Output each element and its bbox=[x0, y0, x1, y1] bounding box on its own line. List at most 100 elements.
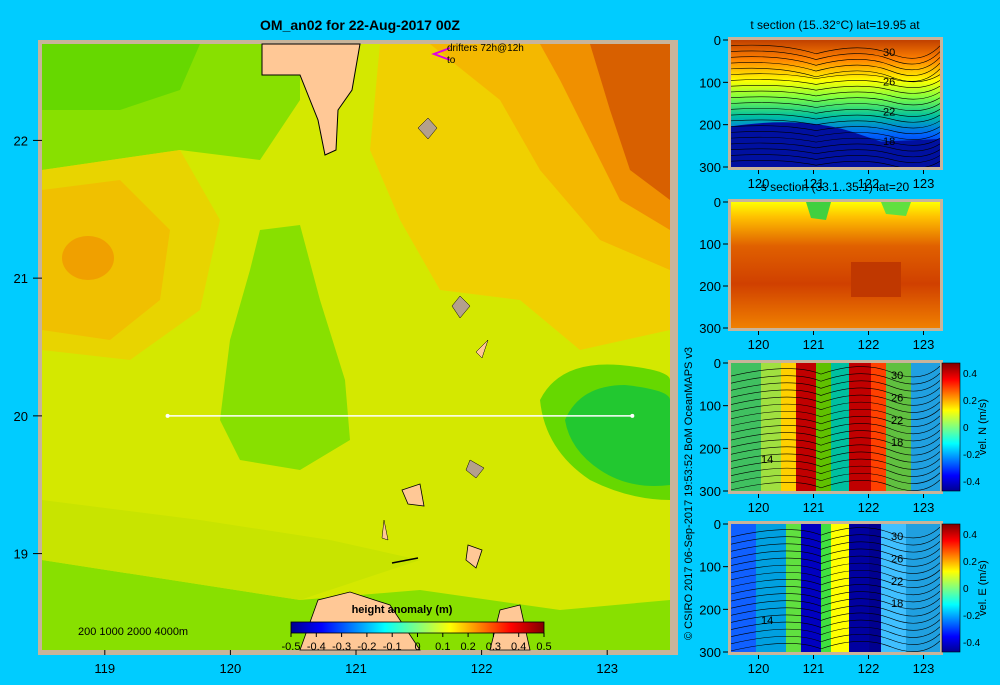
y-tick-label: 200 bbox=[699, 441, 721, 456]
main-map: OM_an02 for 22-Aug-2017 00Z bbox=[14, 17, 678, 676]
x-tick-label: 119 bbox=[94, 661, 115, 676]
contour-label: 18 bbox=[883, 136, 895, 148]
colorbar-tick-label: -0.1 bbox=[383, 641, 402, 653]
isotherm-contour bbox=[731, 96, 940, 106]
drifter-arrow-icon bbox=[431, 47, 451, 61]
colorbar-tick-label: -0.2 bbox=[963, 611, 981, 622]
island bbox=[417, 117, 438, 140]
x-tick-label: 121 bbox=[345, 661, 367, 676]
contour-label: 22 bbox=[891, 576, 903, 588]
height-colorbar-ticks: -0.5 -0.4 -0.3 -0.2 -0.1 0 0.1 0.2 0.3 0.4 0.5 bbox=[282, 633, 552, 653]
colorbar-tick-label: 0.5 bbox=[536, 641, 551, 653]
isotherm-contour bbox=[731, 569, 940, 581]
depth-legend: 200 1000 2000 4000m bbox=[78, 626, 188, 638]
y-tick-label: 0 bbox=[714, 356, 721, 371]
x-tick-label: 123 bbox=[913, 500, 935, 515]
x-tick-label: 122 bbox=[858, 500, 880, 515]
contour-label: 30 bbox=[891, 370, 903, 382]
y-tick-label: 300 bbox=[699, 484, 721, 499]
isotherm-contour bbox=[731, 451, 940, 463]
contour-label: 18 bbox=[891, 437, 903, 449]
section-panel-3: 30 26 22 18 14 120 121 122 123 0 100 200 300 0.4 0.2 0 -… bbox=[699, 356, 989, 515]
x-tick-label: 120 bbox=[748, 176, 770, 191]
velocity-colorbar bbox=[941, 362, 961, 492]
colorbar-tick-label: 0 bbox=[963, 423, 969, 434]
x-tick-label: 122 bbox=[858, 176, 880, 191]
colorbar-label: height anomaly (m) bbox=[352, 604, 453, 616]
colorbar-tick-label: 0 bbox=[414, 641, 420, 653]
colorbar-tick-label: -0.4 bbox=[307, 641, 326, 653]
isotherm-contour bbox=[731, 619, 940, 631]
isotherm-contour bbox=[731, 458, 940, 470]
contour-label: 26 bbox=[891, 553, 903, 565]
main-map-title: OM_an02 for 22-Aug-2017 00Z bbox=[260, 17, 460, 33]
contour-label: 26 bbox=[883, 77, 895, 89]
isotherm-contour bbox=[731, 79, 940, 88]
isotherm-contour bbox=[731, 429, 940, 442]
isotherm-contour bbox=[731, 50, 940, 65]
island bbox=[381, 519, 389, 541]
map-y-axis: 22 21 20 19 bbox=[14, 133, 42, 562]
isotherm-contour bbox=[731, 125, 940, 135]
isotherm-contour bbox=[731, 56, 940, 71]
isotherm-contour bbox=[731, 605, 940, 617]
isotherm-contour bbox=[731, 387, 940, 399]
y-tick-label: 0 bbox=[714, 33, 721, 48]
colorbar-tick-label: 0.1 bbox=[435, 641, 450, 653]
section-title: s section (33.1..35.1) lat=20 bbox=[761, 180, 910, 194]
contour-label: 30 bbox=[883, 47, 895, 59]
section-panel-2: s section (33.1..35.1) lat=20 120 121 122 12… bbox=[699, 180, 943, 352]
y-tick-label: 300 bbox=[699, 645, 721, 660]
isotherm-contour bbox=[731, 44, 940, 59]
drifters-label: drifters 72h@12h bbox=[447, 43, 524, 54]
isotherm-contour bbox=[731, 365, 940, 378]
isotherm-contour bbox=[731, 472, 940, 484]
x-tick-label: 121 bbox=[803, 661, 825, 676]
island bbox=[401, 483, 425, 507]
y-tick-label: 21 bbox=[14, 271, 28, 286]
colorbar-tick-label: 0.2 bbox=[963, 557, 977, 568]
isotherm-contour bbox=[731, 380, 940, 392]
section-panel-4: 30 26 22 18 14 120 121 122 123 0 100 200 300 0.4 0.2 0 -… bbox=[699, 517, 989, 676]
y-tick-label: 300 bbox=[699, 321, 721, 336]
isotherm-contour bbox=[731, 136, 940, 146]
isotherm-contour bbox=[731, 590, 940, 603]
contour-label: 30 bbox=[891, 531, 903, 543]
y-tick-label: 100 bbox=[699, 237, 721, 252]
isotherm-contour bbox=[731, 633, 940, 645]
x-tick-label: 122 bbox=[858, 661, 880, 676]
isotherm-contour bbox=[731, 154, 940, 163]
isotherm-contour bbox=[731, 465, 940, 477]
y-tick-label: 20 bbox=[14, 409, 28, 424]
x-tick-label: 123 bbox=[596, 661, 618, 676]
section-field bbox=[731, 202, 940, 328]
island bbox=[451, 295, 471, 319]
x-tick-label: 120 bbox=[748, 337, 770, 352]
colorbar-tick-label: -0.2 bbox=[357, 641, 376, 653]
x-tick-label: 123 bbox=[913, 337, 935, 352]
x-tick-label: 120 bbox=[748, 500, 770, 515]
isotherm-contour bbox=[731, 437, 940, 449]
x-tick-label: 123 bbox=[913, 176, 935, 191]
y-tick-label: 22 bbox=[14, 133, 28, 148]
x-tick-label: 120 bbox=[748, 661, 770, 676]
isotherm-contour bbox=[731, 108, 940, 117]
isotherm-contour bbox=[731, 102, 940, 111]
isotherm-contour bbox=[731, 479, 940, 491]
x-tick-label: 122 bbox=[858, 337, 880, 352]
x-tick-label: 120 bbox=[220, 661, 242, 676]
contour-label: 14 bbox=[761, 615, 773, 627]
map-x-axis: 119 120 121 122 123 bbox=[94, 650, 618, 676]
colorbar-tick-label: 0.4 bbox=[511, 641, 526, 653]
isotherm-contour bbox=[731, 583, 940, 596]
isotherm-contour bbox=[731, 119, 940, 129]
isotherm-contour bbox=[731, 84, 940, 94]
colorbar-tick-label: 0.4 bbox=[963, 530, 977, 541]
y-tick-label: 0 bbox=[714, 517, 721, 532]
credit-text: © CSIRO 2017 06-Sep-2017 19:53:52 BoM Oc… bbox=[683, 347, 695, 640]
y-tick-label: 300 bbox=[699, 160, 721, 175]
isotherm-contour bbox=[731, 541, 940, 553]
y-tick-label: 100 bbox=[699, 75, 721, 90]
isotherm-contour bbox=[731, 160, 940, 167]
isotherm-contour bbox=[731, 131, 940, 140]
